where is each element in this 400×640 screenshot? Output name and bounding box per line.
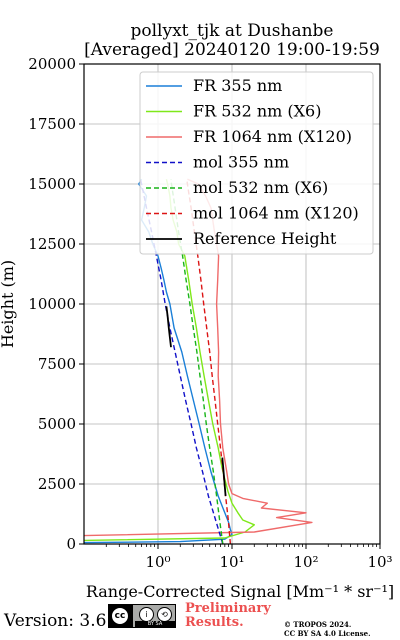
y-tick-label: 2500 <box>38 475 76 493</box>
series-line-reference-height <box>221 457 227 497</box>
preliminary-notice: Preliminary Results. <box>185 602 285 630</box>
x-tick-label: 10¹ <box>219 553 244 571</box>
legend-label: mol 355 nm <box>193 153 289 172</box>
copyright-notice: © TROPOS 2024. CC BY SA 4.0 License. <box>284 620 399 638</box>
legend-label: FR 355 nm <box>193 76 282 95</box>
copyright-line1: © TROPOS 2024. <box>284 620 352 629</box>
x-tick-label: 10³ <box>367 553 392 571</box>
y-tick-label: 5000 <box>38 415 76 433</box>
y-axis-label: Height (m) <box>0 260 17 348</box>
sa-sharealike-icon: ⟲ <box>157 607 172 622</box>
cc-logo-icon: cc <box>111 607 129 625</box>
series-line-reference-height <box>165 306 172 348</box>
y-tick-label: 7500 <box>38 355 76 373</box>
chart-title-line1: pollyxt_tjk at Dushanbe <box>130 21 334 41</box>
x-tick-label: 10² <box>293 553 318 571</box>
legend-label: FR 532 nm (X6) <box>193 102 321 121</box>
by-attribution-icon: i <box>139 607 154 622</box>
chart-title-line2: [Averaged] 20240120 19:00-19:59 <box>84 40 380 60</box>
x-axis-label: Range-Corrected Signal [Mm⁻¹ * sr⁻¹] <box>86 582 394 600</box>
chart: 0 2500 5000 7500 10000 12500 15000 17500 20000 10… <box>0 55 394 600</box>
legend-label: mol 532 nm (X6) <box>193 178 328 197</box>
legend-box <box>139 71 374 255</box>
y-tick-label: 17500 <box>28 115 76 133</box>
preliminary-line1: Preliminary <box>185 601 271 616</box>
cc-license-badge: cc i ⟲ BY SA <box>108 604 176 628</box>
y-tick-label: 10000 <box>28 295 76 313</box>
cc-logo-background: cc <box>109 605 133 627</box>
legend-label: mol 1064 nm (X120) <box>193 204 359 223</box>
y-tick-label: 12500 <box>28 235 76 253</box>
preliminary-line2: Results. <box>185 615 244 630</box>
legend-label: Reference Height <box>193 229 337 248</box>
x-tick-label: 10⁰ <box>145 553 170 571</box>
copyright-line2: CC BY SA 4.0 License. <box>284 629 371 638</box>
y-tick-label: 0 <box>66 535 76 553</box>
y-tick-label: 20000 <box>28 55 76 73</box>
cc-badge-text: BY SA <box>135 621 175 627</box>
legend-label: FR 1064 nm (X120) <box>193 127 352 146</box>
version-label: Version: 3.6 <box>4 611 107 631</box>
y-tick-label: 15000 <box>28 175 76 193</box>
